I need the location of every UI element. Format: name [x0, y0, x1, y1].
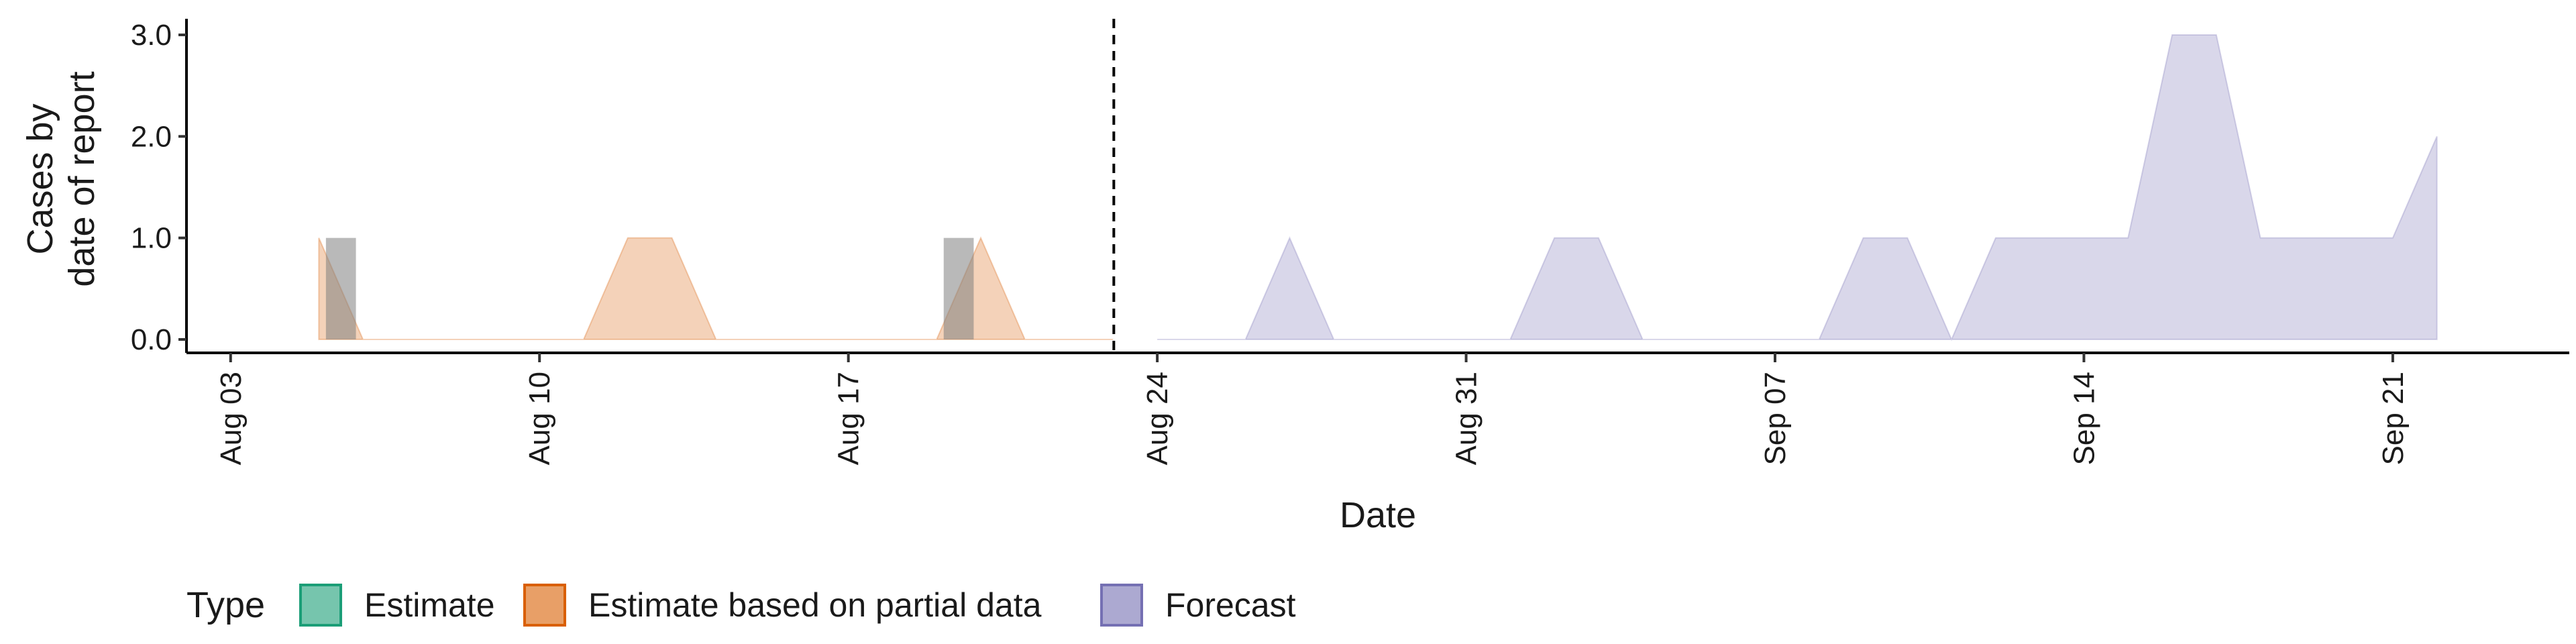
x-tick-label: Aug 10 — [523, 372, 556, 465]
y-tick-label: 1.0 — [131, 222, 172, 255]
x-tick-label: Aug 31 — [1450, 372, 1483, 465]
series-area-2 — [1157, 34, 2438, 341]
legend-swatch — [299, 584, 342, 627]
legend-label: Estimate based on partial data — [588, 586, 1042, 624]
axes: 0.0 1.0 2.0 3.0 Aug 03 Aug 10 Aug 17 Aug 24 Aug … — [20, 19, 2569, 535]
legend-swatch — [523, 584, 566, 627]
y-tick-label: 0.0 — [131, 323, 172, 356]
x-tick-label: Aug 03 — [215, 372, 248, 465]
x-tick-label: Aug 24 — [1141, 372, 1174, 465]
observed-bar — [325, 237, 356, 339]
y-tick-label: 3.0 — [131, 19, 172, 52]
y-axis-title-line: date of report — [62, 71, 102, 286]
observed-bar — [943, 237, 974, 339]
legend-label: Estimate — [364, 586, 495, 624]
x-axis-title: Date — [1340, 495, 1416, 535]
x-tick-label: Sep 14 — [2068, 372, 2100, 465]
legend: Type Estimate Estimate based on partial da… — [186, 584, 1296, 627]
y-axis-title: Cases bydate of report — [20, 71, 102, 286]
x-tick-label: Aug 17 — [833, 372, 865, 465]
legend-title: Type — [186, 585, 265, 625]
y-axis-title-line: Cases by — [20, 103, 60, 254]
x-tick-label: Sep 21 — [2377, 372, 2410, 465]
x-tick-label: Sep 07 — [1759, 372, 1792, 465]
plot-area — [318, 19, 2438, 353]
legend-label: Forecast — [1165, 586, 1296, 624]
legend-swatch — [1100, 584, 1143, 627]
y-tick-label: 2.0 — [131, 120, 172, 153]
series-area-1 — [318, 236, 1114, 340]
